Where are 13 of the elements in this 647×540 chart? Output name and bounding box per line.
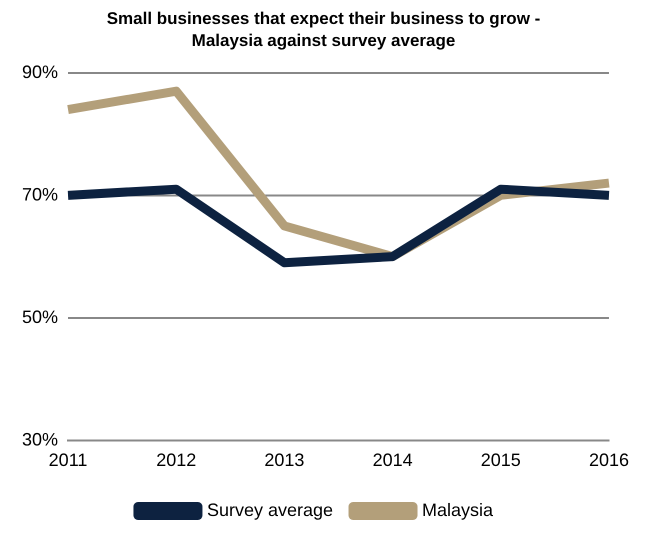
- x-tick-label: 2012: [156, 450, 196, 470]
- x-tick-label: 2011: [48, 450, 88, 470]
- y-tick-label: 90%: [22, 62, 58, 82]
- legend-label: Survey average: [206, 500, 334, 520]
- chart-title: Small businesses that expect their business to grow - Malaysia against survey average: [106, 8, 542, 52]
- x-tick-label: 2014: [372, 450, 413, 470]
- y-tick-label: 70%: [22, 184, 58, 204]
- x-tick-label: 2013: [264, 450, 304, 470]
- x-tick-label: 2016: [588, 450, 629, 470]
- y-tick-label: 30%: [22, 429, 58, 450]
- y-tick-label: 50%: [22, 306, 58, 327]
- legend-label: Malaysia: [422, 500, 494, 520]
- x-tick-label: 2015: [480, 450, 521, 470]
